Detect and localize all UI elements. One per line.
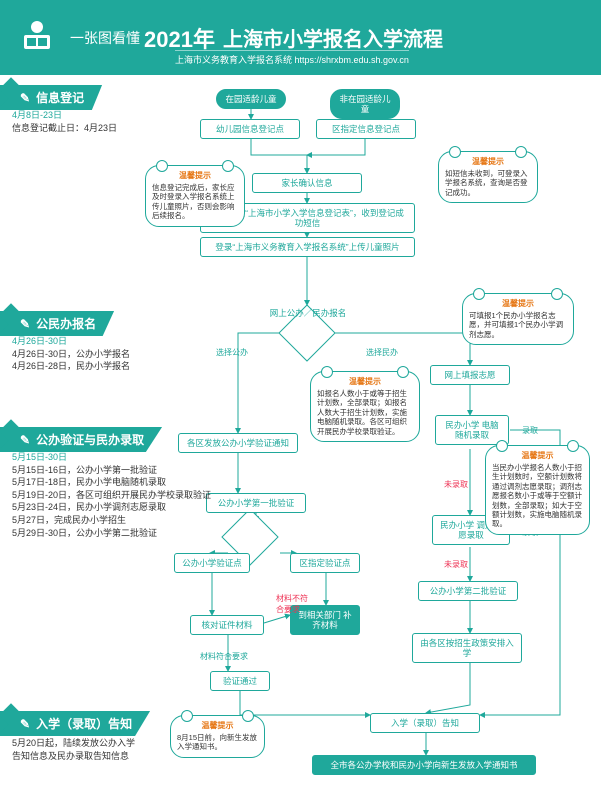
edge-label: 未录取 bbox=[444, 559, 468, 570]
tip-text: 信息登记完成后，家长应及时登录入学报名系统上传儿童照片，否则会影响后续报名。 bbox=[152, 183, 238, 221]
section-dates: 4月26日-30日4月26日-30日，公办小学报名4月26日-28日，民办小学报… bbox=[12, 335, 130, 373]
tip-title: 温馨提示 bbox=[177, 721, 258, 731]
tip-cloud: 温馨提示如短信未收到，可登录入学报名系统，查询是否登记成功。 bbox=[438, 151, 538, 203]
tip-cloud: 温馨提示 8月15日前，向新生发放入学通知书。 bbox=[170, 715, 265, 758]
edge-label: 材料符合要求 bbox=[200, 651, 248, 662]
edge-label: 选择民办 bbox=[366, 347, 398, 358]
edge-label: 材料不符合要求 bbox=[276, 593, 308, 615]
tip-cloud: 温馨提示如报名人数小于或等于招生计划数，全部录取；如报名人数大于招生计划数，实施… bbox=[310, 371, 420, 442]
flow-node: 家长确认信息 bbox=[252, 173, 362, 193]
flow-node: 网上填报志愿 bbox=[430, 365, 510, 385]
section-banner: ✎ 公办验证与民办录取 bbox=[0, 427, 162, 452]
edge-label: 录取 bbox=[522, 425, 538, 436]
section-icon: ✎ bbox=[20, 91, 30, 105]
tip-title: 温馨提示 bbox=[152, 171, 238, 181]
tip-text: 可填报1个民办小学报名志愿，并可填报1个民办小学调剂志愿。 bbox=[469, 311, 567, 339]
section-icon: ✎ bbox=[20, 317, 30, 331]
section-label: 入学（录取）告知 bbox=[36, 715, 132, 732]
flow-node: 公办小学第一批验证 bbox=[206, 493, 306, 513]
reader-icon bbox=[12, 13, 62, 63]
flow-node: 登录“上海市义务教育入学报名系统”上传儿童照片 bbox=[200, 237, 415, 257]
flow-node: 区指定验证点 bbox=[290, 553, 360, 573]
flow-node: 区指定信息登记点 bbox=[316, 119, 416, 139]
header-title: 上海市小学报名入学流程 bbox=[223, 23, 443, 52]
tip-cloud: 温馨提示信息登记完成后，家长应及时登录入学报名系统上传儿童照片，否则会影响后续报… bbox=[145, 165, 245, 227]
header-year: 2021年 bbox=[144, 22, 215, 54]
tip-cloud: 温馨提示当民办小学报名人数小于招生计划数时，空额计划数将通过调剂志愿录取；调剂志… bbox=[485, 445, 590, 535]
edge-label: 选择公办 bbox=[216, 347, 248, 358]
section-label: 公办验证与民办录取 bbox=[36, 431, 144, 448]
tip-title: 温馨提示 bbox=[492, 451, 583, 461]
flowchart-canvas: 在园适龄儿童非在园适龄儿童幼儿园信息登记点区指定信息登记点家长确认信息家长获取“… bbox=[0, 75, 601, 810]
flow-node: 在园适龄儿童 bbox=[216, 89, 286, 109]
tip-text: 如短信未收到，可登录入学报名系统，查询是否登记成功。 bbox=[445, 169, 531, 197]
flow-node: 验证通过 bbox=[210, 671, 270, 691]
flow-node: 非在园适龄儿童 bbox=[330, 89, 400, 119]
tip-text: 如报名人数小于或等于招生计划数，全部录取；如报名人数大于招生计划数，实施电脑随机… bbox=[317, 389, 413, 436]
flow-node: 全市各公办学校和民办小学向新生发放入学通知书 bbox=[312, 755, 536, 775]
header-subtitle: 上海市义务教育入学报名系统 https://shrxbm.edu.sh.gov.… bbox=[175, 50, 409, 66]
flow-node: 入学（录取）告知 bbox=[370, 713, 480, 733]
flow-node: 由各区按招生政策安排入学 bbox=[412, 633, 522, 663]
flow-node: 公办小学验证点 bbox=[174, 553, 250, 573]
section-dates: 5月20日起，陆续发放公办入学告知信息及民办录取告知信息 bbox=[12, 737, 135, 762]
section-label: 信息登记 bbox=[36, 89, 84, 106]
section-banner: ✎ 信息登记 bbox=[0, 85, 102, 110]
decision-label: 网上公办／民办报名 bbox=[258, 307, 358, 319]
header: 一张图看懂 2021年 上海市小学报名入学流程 上海市义务教育入学报名系统 ht… bbox=[0, 0, 601, 75]
tip-text: 8月15日前，向新生发放入学通知书。 bbox=[177, 733, 258, 752]
tip-title: 温馨提示 bbox=[469, 299, 567, 309]
tip-text: 当民办小学报名人数小于招生计划数时，空额计划数将通过调剂志愿录取；调剂志愿报名数… bbox=[492, 463, 583, 529]
section-icon: ✎ bbox=[20, 717, 30, 731]
section-banner: ✎ 入学（录取）告知 bbox=[0, 711, 150, 736]
section-icon: ✎ bbox=[20, 433, 30, 447]
tip-cloud: 温馨提示可填报1个民办小学报名志愿，并可填报1个民办小学调剂志愿。 bbox=[462, 293, 574, 345]
flow-node: 公办小学第二批验证 bbox=[418, 581, 518, 601]
section-dates: 5月15日-30日5月15日-16日，公办小学第一批验证5月17日-18日，民办… bbox=[12, 451, 211, 539]
tip-title: 温馨提示 bbox=[445, 157, 531, 167]
flow-node: 幼儿园信息登记点 bbox=[200, 119, 300, 139]
section-label: 公民办报名 bbox=[36, 315, 96, 332]
flow-node: 核对证件材料 bbox=[190, 615, 264, 635]
tip-title: 温馨提示 bbox=[317, 377, 413, 387]
section-banner: ✎ 公民办报名 bbox=[0, 311, 114, 336]
header-prefix: 一张图看懂 bbox=[70, 28, 140, 48]
edge-label: 未录取 bbox=[444, 479, 468, 490]
section-dates: 4月8日-23日信息登记截止日：4月23日 bbox=[12, 109, 117, 134]
